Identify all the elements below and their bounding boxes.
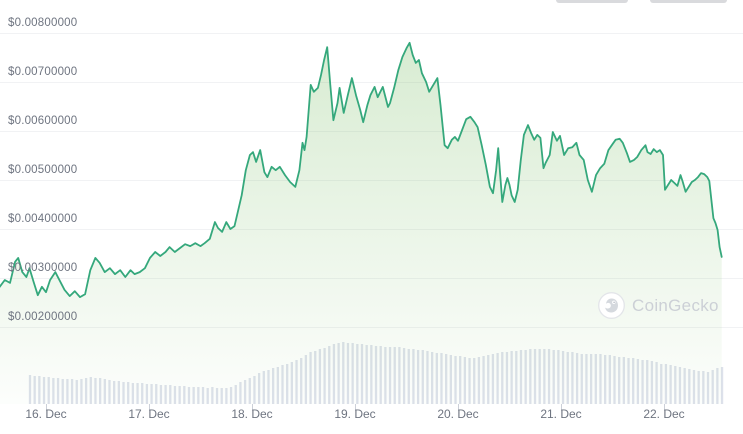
volume-bar bbox=[720, 367, 724, 404]
x-axis-label: 20. Dec bbox=[437, 407, 479, 421]
x-axis-label: 17. Dec bbox=[128, 407, 170, 421]
price-line bbox=[0, 41, 723, 298]
x-axis-label: 16. Dec bbox=[25, 407, 67, 421]
price-area bbox=[0, 42, 722, 404]
x-axis-label: 21. Dec bbox=[540, 407, 582, 421]
watermark-text: CoinGecko bbox=[632, 295, 719, 315]
x-axis-label: 18. Dec bbox=[231, 407, 273, 421]
y-axis-label: $0.00400000 bbox=[8, 213, 78, 225]
y-axis-label: $0.00600000 bbox=[8, 115, 78, 127]
cropped-button-right[interactable] bbox=[650, 0, 727, 3]
y-axis-label: $0.00800000 bbox=[8, 17, 78, 29]
x-axis-label: 22. Dec bbox=[643, 407, 685, 421]
cropped-button-left[interactable] bbox=[556, 0, 628, 3]
y-axis-label: $0.00300000 bbox=[8, 262, 78, 274]
y-axis-label: $0.00700000 bbox=[8, 66, 78, 78]
coingecko-logo-icon bbox=[598, 292, 625, 319]
coingecko-watermark: CoinGecko bbox=[598, 292, 719, 319]
y-axis-label: $0.00200000 bbox=[8, 311, 78, 323]
x-axis-label: 19. Dec bbox=[334, 407, 376, 421]
y-axis-label: $0.00500000 bbox=[8, 164, 78, 176]
